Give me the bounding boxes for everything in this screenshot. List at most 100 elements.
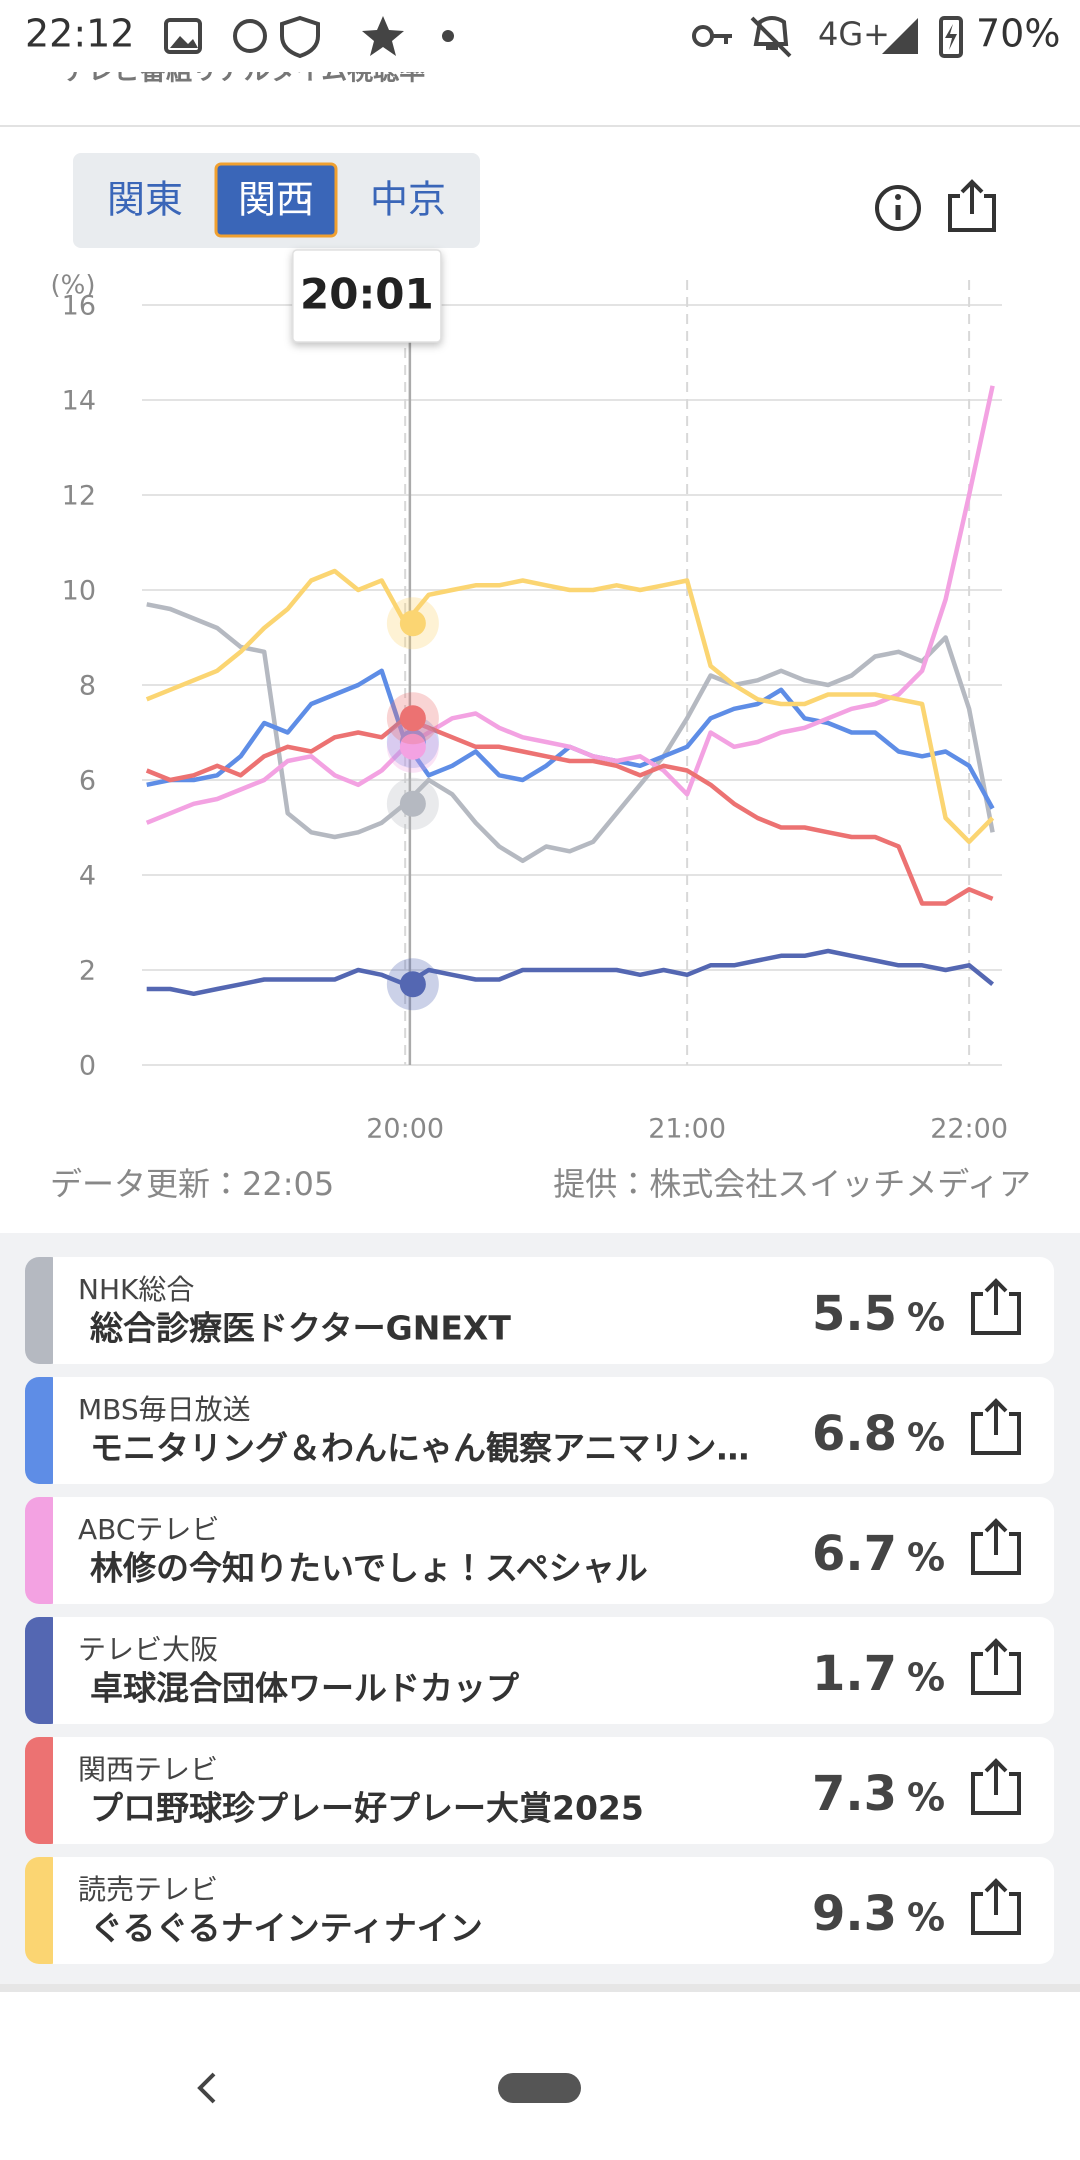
info-button[interactable] [875,185,921,231]
card-mask [53,1737,83,1844]
y-tick-label: 14 [62,386,96,417]
channel-name: テレビ大阪 [78,1633,218,1666]
channel-name: 関西テレビ [78,1753,218,1786]
rating: 7.3 [812,1766,897,1822]
share-icon[interactable] [971,1518,1021,1575]
program-title: 林修の今知りたいでしょ！スペシャル [90,1549,648,1588]
share-box [971,1772,1021,1815]
channel-name: MBS毎日放送 [78,1393,251,1426]
status-battery: 70% [976,12,1060,56]
series-line [146,602,995,864]
share-arrow [984,1638,1008,1675]
y-tick-label: 4 [79,861,96,892]
x-tick-label: 21:00 [648,1114,726,1145]
y-tick-label: 8 [79,671,96,702]
nav-divider [0,1984,1080,1992]
tooltip-label: 20:01 [300,270,434,319]
rating-unit: % [907,1536,945,1580]
card-mask [53,1257,83,1364]
series-line [145,716,994,906]
region-tab-label: 関東 [107,178,183,222]
highlight-point [399,733,426,760]
share-icon[interactable] [971,1398,1021,1455]
share-box [971,1412,1021,1455]
series-line [146,948,995,997]
share-arrow [984,1758,1008,1795]
highlight-point [399,971,426,998]
region-tab[interactable]: 関西 [214,162,338,238]
share-box [971,1292,1021,1335]
share-icon[interactable] [971,1278,1021,1335]
x-tick-label: 20:00 [366,1114,444,1145]
card-mask [53,1857,83,1964]
series-line [145,568,995,845]
share-box [971,1892,1021,1935]
rating-unit: % [907,1416,945,1460]
y-tick-label: 6 [79,766,96,797]
card-mask [53,1497,83,1604]
status-icons [164,15,963,59]
status-network: 4G+ [818,15,890,53]
share-arrow [984,1278,1008,1315]
share-icon[interactable] [971,1638,1021,1695]
channel-name: ABCテレビ [78,1513,219,1546]
provider: 提供：株式会社スイッチメディア [553,1165,1031,1203]
program-title: ぐるぐるナインティナイン [90,1909,483,1948]
y-tick-label: 16 [62,291,96,322]
card [25,1497,1054,1604]
share-icon[interactable] [971,1878,1021,1935]
channel-name: NHK総合 [78,1273,194,1306]
card [25,1857,1054,1964]
y-tick-label: 2 [79,956,96,987]
y-tick-label: 10 [62,576,96,607]
program-title: 総合診療医ドクターGNEXT [90,1309,511,1348]
share-button[interactable] [948,179,996,232]
y-axis-label: (%) [51,271,96,301]
region-tab-selected [214,162,338,238]
rating: 9.3 [812,1886,897,1942]
rating-unit: % [907,1776,945,1820]
rating: 6.8 [812,1406,897,1462]
share-arrow [984,1518,1008,1555]
nav-home[interactable] [498,2073,581,2103]
card [25,1737,1054,1844]
nav-back[interactable] [197,2072,216,2104]
y-tick-label: 0 [79,1051,96,1082]
share-arrow [984,1878,1008,1915]
rating: 1.7 [812,1646,897,1702]
rating: 5.5 [812,1286,897,1342]
status-bar-bg [0,66,1080,72]
highlight-point [399,790,426,817]
region-tab-label: 関西 [238,178,314,222]
region-tab-label: 中京 [370,178,446,222]
region-tab[interactable]: 関東 [107,178,183,222]
tooltip-box [292,249,442,343]
rating-unit: % [907,1656,945,1700]
program-title: モニタリング＆わんにゃん観察アニマリン… [90,1429,749,1468]
rating-unit: % [907,1296,945,1340]
share-box [971,1532,1021,1575]
card-mask [53,1617,83,1724]
region-tab[interactable]: 中京 [370,178,446,222]
channel-name: 読売テレビ [78,1873,218,1906]
card [25,1617,1054,1724]
y-tick-label: 12 [62,481,96,512]
share-icon[interactable] [971,1758,1021,1815]
update-info: データ更新：22:05 [50,1165,334,1203]
share-box [971,1652,1021,1695]
x-tick-label: 22:00 [930,1114,1008,1145]
card-mask [53,1377,83,1484]
share-arrow [984,1398,1008,1435]
chart: (%) 0 2 4 6 8 10 12 14 16 20:00 21:00 22:00 20:01 [51,249,1008,1145]
rating-unit: % [907,1896,945,1940]
highlight-point [399,610,426,637]
